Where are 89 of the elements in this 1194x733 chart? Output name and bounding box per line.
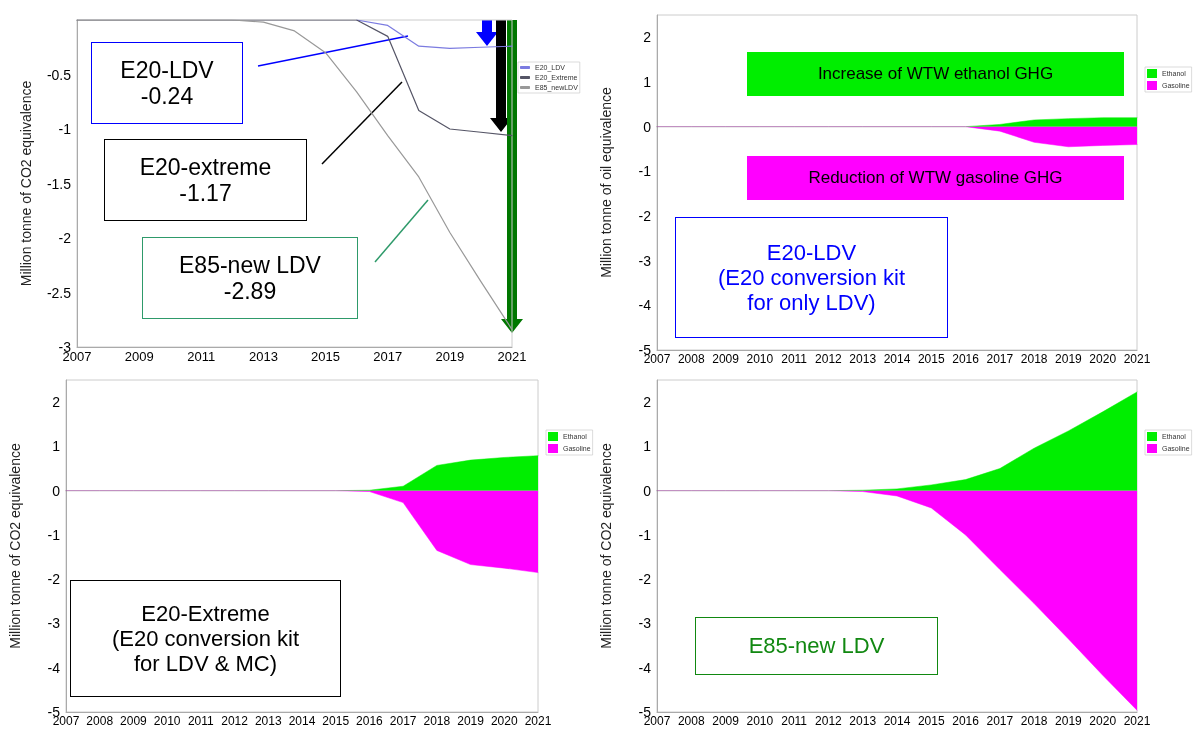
- y-tick-label: -3: [638, 252, 652, 269]
- x-tick-label: 2014: [288, 714, 316, 728]
- x-tick-label: 2021: [1123, 352, 1151, 366]
- x-tick-label: 2009: [712, 714, 740, 728]
- x-tick-label: 2015: [917, 352, 945, 366]
- line-series: [76, 19, 513, 331]
- x-tick-label: 2009: [124, 349, 154, 364]
- y-tick-label: -1: [638, 526, 652, 543]
- x-tick-label: 2013: [254, 714, 282, 728]
- annotation: Reduction of WTW gasoline GHG: [808, 168, 1063, 188]
- y-tick-label: -4: [47, 659, 61, 676]
- x-tick-label: 2017: [986, 714, 1014, 728]
- x-tick-label: 2018: [1020, 352, 1048, 366]
- x-tick-label: 2019: [435, 349, 465, 364]
- x-tick-label: 2019: [1055, 352, 1083, 366]
- y-tick-label: 0: [643, 482, 652, 499]
- line-series: [356, 19, 513, 49]
- x-tick-label: 2011: [781, 352, 808, 366]
- y-tick-label: 0: [52, 482, 61, 499]
- x-tick-label: 2010: [746, 352, 774, 366]
- x-tick-label: 2016: [952, 714, 980, 728]
- x-tick-label: 2010: [746, 714, 774, 728]
- x-tick-label: 2009: [712, 352, 740, 366]
- y-tick-label: -2: [47, 571, 61, 588]
- y-tick-label: -2: [638, 208, 652, 224]
- y-tick-label: 1: [643, 74, 652, 90]
- y-axis-title: Million tonne of oil equivalence: [598, 86, 614, 278]
- x-tick-label: 2008: [677, 714, 705, 728]
- y-tick-label: -1.5: [46, 175, 72, 192]
- x-tick-label: 2020: [1089, 714, 1117, 728]
- y-tick-label: -2: [58, 230, 72, 246]
- x-tick-label: 2017: [373, 349, 403, 364]
- x-tick-label: 2013: [849, 352, 877, 366]
- x-tick-label: 2015: [917, 714, 945, 728]
- y-tick-label: -3: [638, 615, 652, 632]
- annotation: Increase of WTW ethanol GHG: [817, 64, 1054, 84]
- x-tick-label: 2011: [187, 349, 216, 364]
- annotation: E85-new LDV -2.89: [179, 251, 321, 305]
- annotation: E20-Extreme (E20 conversion kit for LDV & MC): [111, 600, 300, 677]
- y-tick-label: 1: [52, 438, 61, 455]
- y-tick-label: 2: [643, 29, 652, 46]
- y-axis-title: Million tonne of CO2 equivalence: [7, 443, 23, 649]
- annotation: E20-LDV -0.24: [120, 56, 214, 110]
- x-tick-label: 2016: [952, 352, 980, 366]
- x-tick-label: 2018: [1020, 714, 1048, 728]
- y-tick-label: -1: [47, 526, 61, 543]
- y-tick-label: -1: [58, 121, 72, 137]
- x-tick-label: 2012: [815, 352, 843, 366]
- y-tick-label: 2: [643, 394, 652, 411]
- x-tick-label: 2021: [524, 714, 552, 728]
- y-tick-label: -3: [47, 615, 61, 632]
- y-axis-title: Million tonne of CO2 equivalence: [18, 80, 34, 287]
- x-tick-label: 2017: [986, 352, 1014, 366]
- x-tick-label: 2012: [815, 714, 843, 728]
- x-tick-label: 2008: [677, 352, 705, 366]
- x-tick-label: 2020: [1089, 352, 1117, 366]
- y-tick-label: -4: [638, 659, 652, 676]
- x-tick-label: 2016: [356, 714, 384, 728]
- y-tick-label: -4: [638, 297, 652, 314]
- x-tick-label: 2015: [311, 349, 341, 364]
- x-tick-label: 2015: [322, 714, 350, 728]
- x-tick-label: 2011: [781, 714, 808, 728]
- y-tick-label: -1: [638, 163, 652, 180]
- y-tick-label: -0.5: [46, 66, 72, 83]
- x-tick-label: 2019: [1055, 714, 1083, 728]
- x-tick-label: 2010: [153, 714, 181, 728]
- y-tick-label: 1: [643, 438, 652, 455]
- x-tick-label: 2011: [187, 714, 215, 728]
- x-tick-label: 2009: [120, 714, 148, 728]
- x-tick-label: 2019: [457, 714, 485, 728]
- x-tick-label: 2021: [1123, 714, 1151, 728]
- y-tick-label: -2: [638, 571, 652, 588]
- x-tick-label: 2017: [389, 714, 417, 728]
- x-tick-label: 2020: [490, 714, 518, 728]
- x-tick-label: 2012: [221, 714, 249, 728]
- x-tick-label: 2013: [849, 714, 877, 728]
- x-tick-label: 2014: [883, 352, 911, 366]
- x-tick-label: 2014: [883, 714, 911, 728]
- y-tick-label: 2: [52, 394, 61, 411]
- y-axis-title: Million tonne of CO2 equivalence: [598, 443, 614, 649]
- y-tick-label: -2.5: [46, 284, 72, 301]
- x-tick-label: 2008: [86, 714, 114, 728]
- annotation: E20-extreme -1.17: [139, 153, 272, 207]
- x-tick-label: 2013: [248, 349, 278, 364]
- y-tick-label: 0: [643, 118, 652, 135]
- annotation: E20-LDV (E20 conversion kit for only LDV): [717, 239, 906, 316]
- annotation: E85-new LDV: [748, 633, 885, 659]
- x-tick-label: 2021: [497, 349, 527, 364]
- x-tick-label: 2018: [423, 714, 451, 728]
